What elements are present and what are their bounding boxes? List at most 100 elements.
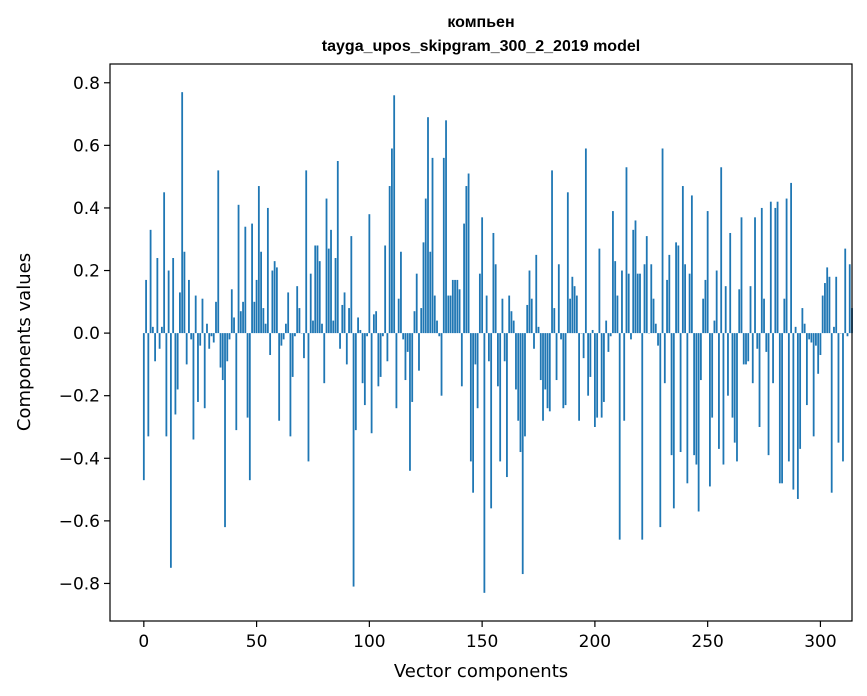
bar-57 [271, 270, 274, 334]
bar-240 [684, 264, 686, 334]
bar-54 [264, 323, 267, 334]
bar-220 [639, 273, 641, 334]
bar-301 [821, 295, 824, 334]
bar-18 [183, 251, 186, 334]
bar-8 [160, 326, 163, 334]
bar-217 [632, 229, 635, 334]
bar-307 [835, 276, 838, 334]
bar-197 [587, 333, 590, 396]
bar-14 [174, 333, 177, 415]
bar-138 [454, 279, 456, 334]
bar-65 [289, 333, 292, 437]
bar-137 [451, 279, 454, 334]
bar-226 [652, 298, 655, 334]
bar-109 [388, 186, 391, 334]
bar-103 [375, 311, 378, 334]
bar-282 [778, 333, 781, 484]
plot-frame [109, 63, 853, 622]
bar-71 [303, 333, 305, 359]
bar-275 [763, 298, 765, 334]
bar-245 [695, 333, 698, 465]
bar-73 [307, 333, 310, 462]
bar-274 [760, 207, 763, 334]
bar-199 [591, 329, 594, 334]
bar-198 [589, 333, 592, 377]
bar-233 [668, 254, 671, 334]
bar-99 [366, 333, 368, 337]
bar-20 [188, 279, 190, 334]
bar-51 [257, 186, 260, 334]
bar-176 [539, 333, 542, 381]
bar-83 [330, 229, 332, 334]
bar-0 [142, 333, 145, 481]
bar-97 [361, 333, 364, 384]
bar-131 [438, 333, 441, 337]
bar-299 [817, 333, 820, 374]
bar-238 [679, 333, 682, 453]
bar-132 [440, 333, 443, 396]
bar-189 [569, 298, 571, 334]
bar-33 [217, 170, 220, 334]
bar-171 [528, 270, 531, 334]
bar-303 [826, 267, 829, 334]
bar-271 [754, 217, 756, 334]
bar-251 [709, 333, 711, 487]
bar-222 [643, 264, 646, 334]
y-tick-label: 0.4 [73, 199, 100, 219]
bar-267 [745, 333, 747, 365]
bar-124 [422, 242, 425, 334]
bar-173 [533, 333, 535, 349]
bar-152 [485, 295, 488, 334]
bar-169 [524, 333, 526, 437]
bar-261 [731, 333, 734, 418]
bar-287 [790, 182, 792, 334]
bar-248 [702, 298, 705, 334]
bar-1 [145, 279, 147, 334]
bar-37 [226, 333, 229, 362]
bar-276 [765, 333, 768, 352]
bar-21 [190, 333, 193, 340]
bar-313 [848, 264, 851, 334]
bar-76 [314, 245, 317, 334]
bar-155 [492, 232, 495, 334]
bar-96 [359, 329, 362, 334]
bar-184 [557, 264, 560, 334]
bar-241 [686, 333, 689, 484]
bar-61 [280, 333, 283, 346]
bar-42 [237, 204, 240, 334]
bar-292 [801, 308, 804, 334]
bar-139 [456, 279, 459, 334]
x-tick-label: 0 [138, 632, 149, 652]
bar-6 [156, 258, 159, 334]
bar-17 [181, 92, 184, 334]
bar-232 [666, 279, 668, 334]
bar-230 [661, 148, 664, 334]
bar-134 [445, 120, 447, 334]
bar-278 [769, 201, 772, 334]
y-tick-label: −0.2 [59, 387, 100, 407]
chart-title-line2: tayga_upos_skipgram_300_2_2019 model [322, 38, 640, 55]
bar-129 [433, 295, 436, 334]
bar-104 [377, 333, 380, 387]
bar-272 [756, 333, 759, 349]
bar-66 [291, 333, 294, 377]
bar-29 [208, 333, 211, 349]
bar-295 [808, 333, 811, 340]
axes-group: 0 50 100 150 200 250 300 −0.8 −0.6 −0.4 −0.2 0.0 0.2… [59, 74, 837, 652]
bar-120 [413, 311, 416, 334]
bar-162 [508, 295, 511, 334]
y-tick-label: 0.0 [73, 324, 100, 344]
bar-145 [469, 333, 472, 462]
bar-153 [487, 333, 490, 362]
bar-283 [781, 333, 783, 484]
bar-121 [415, 273, 418, 334]
bar-78 [318, 261, 321, 334]
bar-119 [411, 333, 414, 402]
bar-80 [323, 333, 326, 384]
x-axis-label: Vector components [394, 661, 568, 682]
bar-45 [244, 226, 247, 334]
bar-167 [519, 333, 522, 453]
x-tick-label: 100 [353, 632, 385, 652]
y-tick-label: −0.8 [59, 574, 100, 594]
